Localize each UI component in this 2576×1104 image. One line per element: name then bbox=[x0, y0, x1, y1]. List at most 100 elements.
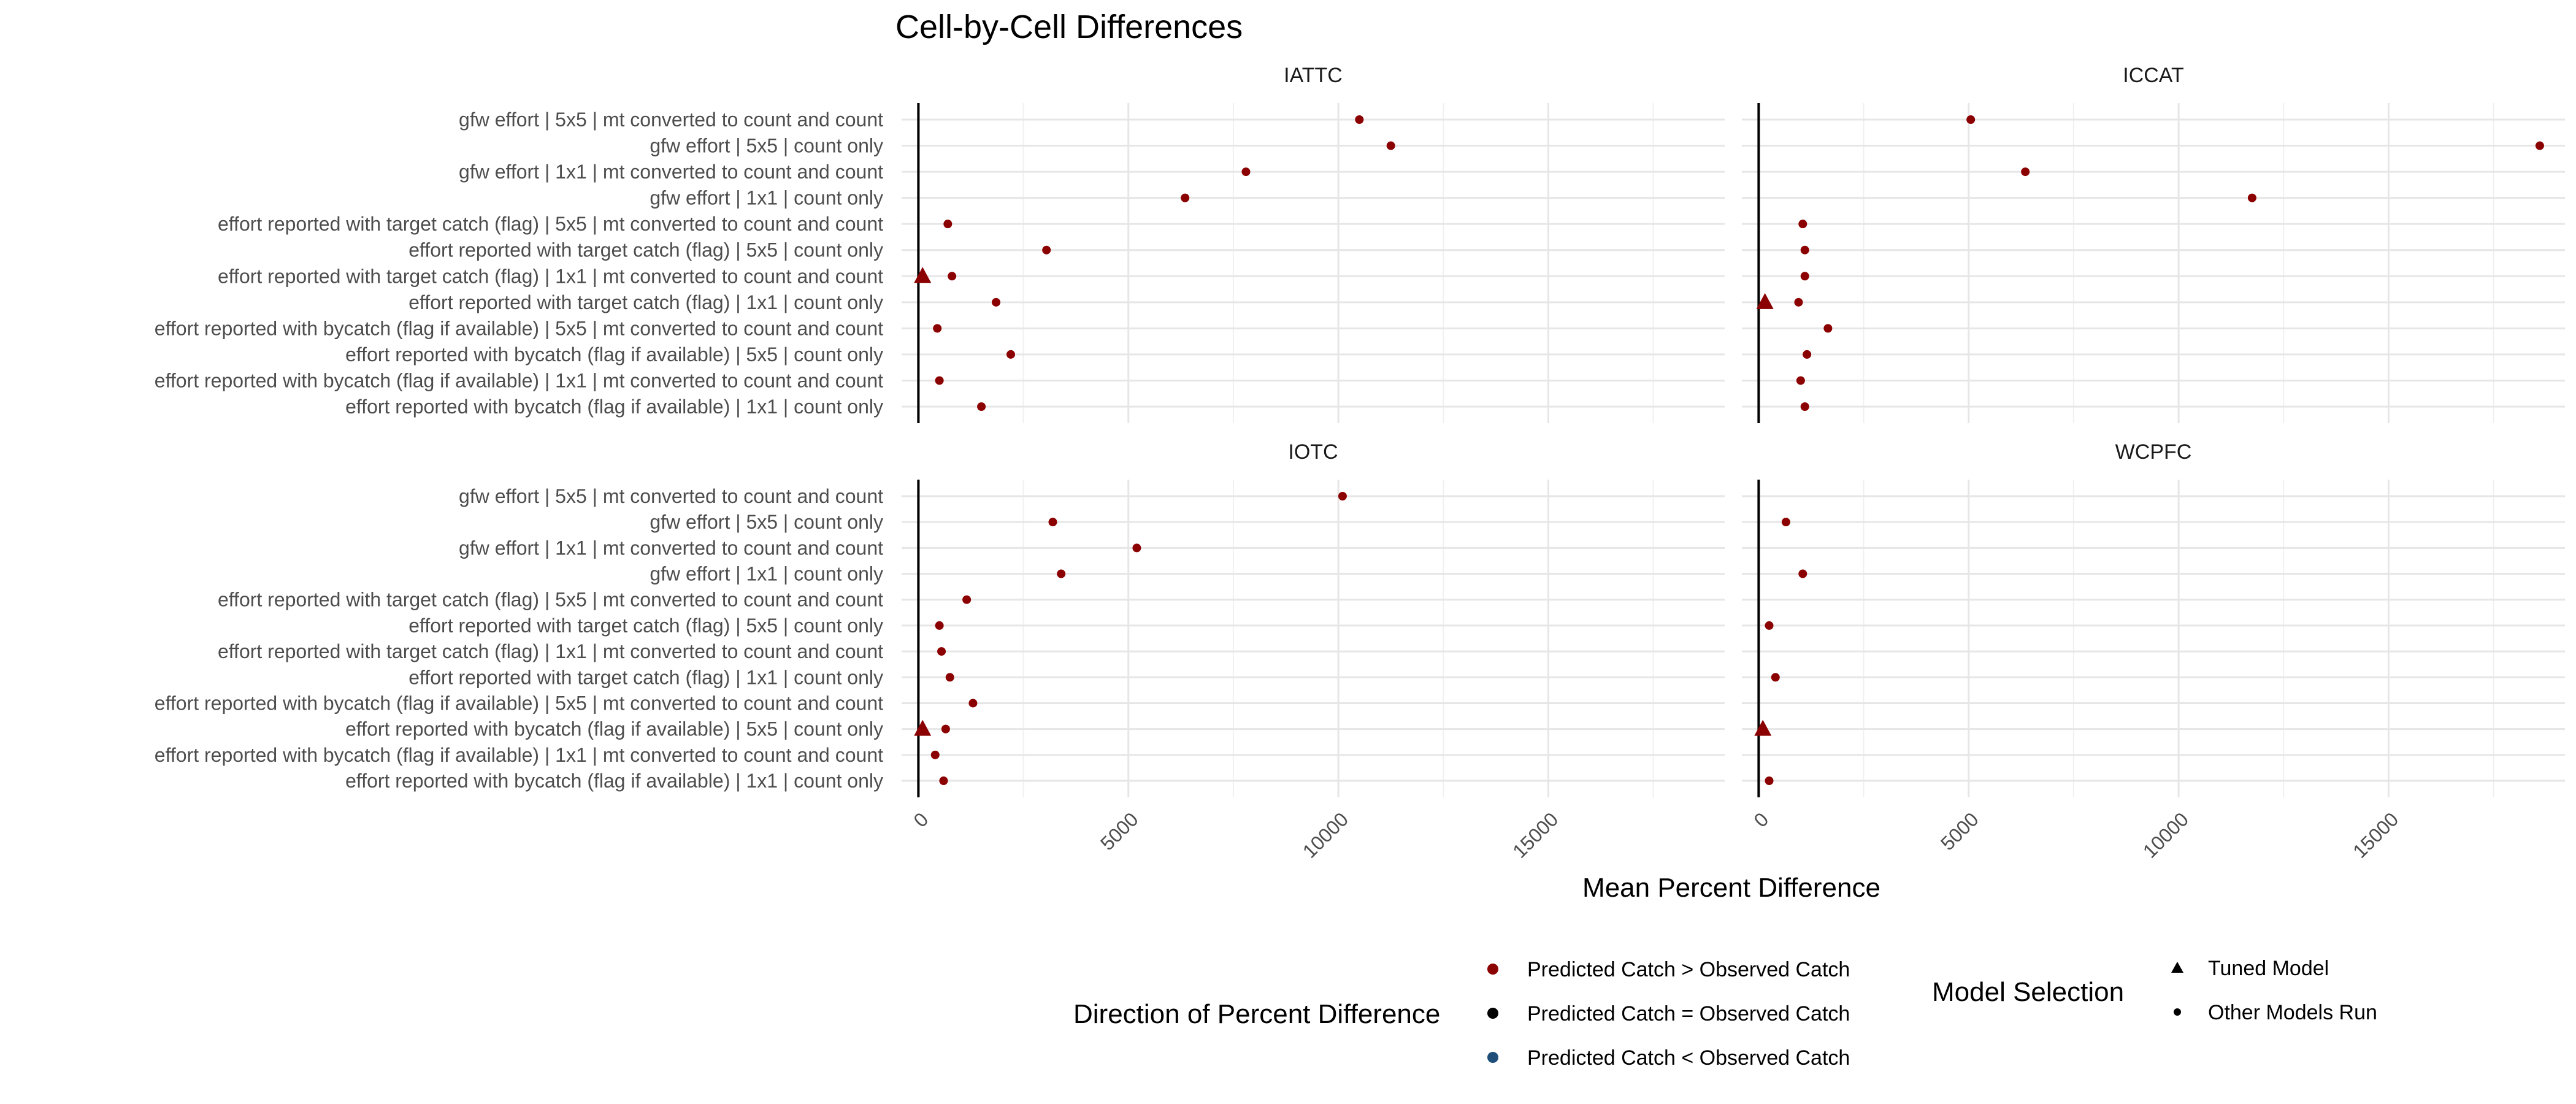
y-tick-label: effort reported with target catch (flag)… bbox=[408, 239, 883, 261]
data-point bbox=[930, 750, 940, 759]
y-tick-label: gfw effort | 5x5 | count only bbox=[650, 511, 883, 533]
y-tick-label: effort reported with bycatch (flag if av… bbox=[155, 369, 883, 391]
y-tick-label: gfw effort | 1x1 | count only bbox=[650, 563, 883, 585]
data-point bbox=[992, 297, 1001, 307]
data-point bbox=[968, 699, 978, 708]
facet-strip-label: IATTC bbox=[1284, 64, 1343, 87]
data-point bbox=[1241, 167, 1251, 177]
facet-panel-iattc: IATTC gfw effort | 5x5 | mt converted to … bbox=[155, 64, 1725, 423]
data-point bbox=[1386, 141, 1395, 150]
data-point bbox=[1132, 543, 1141, 553]
y-tick-label: gfw effort | 5x5 | mt converted to count… bbox=[459, 109, 883, 131]
legend-swatch bbox=[1487, 1052, 1498, 1063]
data-point bbox=[1042, 245, 1051, 255]
data-point bbox=[941, 724, 950, 734]
legend-item-label: Predicted Catch = Observed Catch bbox=[1527, 1002, 1850, 1025]
data-point bbox=[1798, 220, 1807, 229]
data-point bbox=[2247, 193, 2256, 202]
data-point bbox=[933, 324, 942, 333]
data-point bbox=[1006, 350, 1016, 359]
legend-swatch bbox=[1487, 964, 1498, 975]
facet-panel-wcpfc: WCPFC 0 5000 10000 15000 bbox=[1742, 440, 2565, 862]
x-tick-label: 10000 bbox=[1298, 808, 1352, 862]
tuned-model-marker bbox=[1756, 293, 1774, 309]
data-point bbox=[945, 673, 954, 682]
y-tick-label: effort reported with bycatch (flag if av… bbox=[345, 396, 883, 418]
y-tick-label: gfw effort | 5x5 | mt converted to count… bbox=[459, 485, 883, 507]
x-tick-label: 5000 bbox=[1096, 808, 1143, 855]
facet-panels: IATTC gfw effort | 5x5 | mt converted to … bbox=[155, 64, 2565, 862]
legend-item-label: Other Models Run bbox=[2208, 1001, 2377, 1024]
y-tick-label: effort reported with target catch (flag)… bbox=[408, 666, 883, 688]
chart-title: Cell-by-Cell Differences bbox=[895, 9, 1243, 45]
data-point bbox=[1781, 518, 1790, 527]
data-point bbox=[1338, 492, 1347, 500]
legend-title-direction: Direction of Percent Difference bbox=[1073, 999, 1440, 1029]
data-point bbox=[1057, 569, 1066, 578]
tuned-model-marker bbox=[914, 719, 932, 736]
facet-strip-label: ICCAT bbox=[2123, 64, 2183, 87]
data-point bbox=[1794, 297, 1803, 307]
data-point bbox=[1800, 402, 1809, 411]
y-tick-label: effort reported with bycatch (flag if av… bbox=[345, 718, 883, 740]
data-point bbox=[1796, 376, 1805, 385]
x-tick-label: 0 bbox=[909, 808, 932, 832]
legend-title-model: Model Selection bbox=[1932, 977, 2124, 1007]
facet-strip-label: IOTC bbox=[1288, 440, 1338, 464]
y-tick-label: effort reported with target catch (flag)… bbox=[408, 291, 883, 313]
data-point bbox=[1800, 245, 1809, 255]
y-tick-label: effort reported with target catch (flag)… bbox=[218, 213, 883, 235]
legend-item-label: Tuned Model bbox=[2208, 957, 2329, 980]
x-tick-label: 0 bbox=[1749, 808, 1773, 832]
data-point bbox=[1771, 673, 1780, 682]
data-point bbox=[935, 621, 944, 630]
facet-strip-label: WCPFC bbox=[2115, 440, 2192, 464]
facet-panel-iotc: IOTC gfw effort | 5x5 | mt converted to c… bbox=[155, 440, 1725, 862]
y-tick-label: effort reported with target catch (flag)… bbox=[218, 640, 883, 662]
y-tick-label: effort reported with bycatch (flag if av… bbox=[345, 343, 883, 366]
x-tick-label: 15000 bbox=[1508, 808, 1562, 862]
x-tick-label: 5000 bbox=[1936, 808, 1983, 855]
data-point bbox=[1803, 350, 1812, 359]
y-tick-label: effort reported with target catch (flag)… bbox=[218, 589, 883, 611]
x-tick-label: 15000 bbox=[2348, 808, 2402, 862]
data-point bbox=[943, 220, 953, 229]
data-point bbox=[935, 376, 944, 385]
data-point bbox=[1966, 115, 1976, 124]
data-point bbox=[977, 402, 986, 411]
legend-triangle-swatch bbox=[2171, 962, 2183, 973]
data-point bbox=[948, 272, 957, 281]
y-tick-label: effort reported with bycatch (flag if av… bbox=[155, 317, 883, 339]
data-point bbox=[937, 647, 946, 656]
legend-item-label: Predicted Catch > Observed Catch bbox=[1527, 958, 1850, 981]
x-tick-label: 10000 bbox=[2139, 808, 2193, 862]
data-point bbox=[1823, 324, 1833, 333]
legend: Direction of Percent Difference Predicted… bbox=[1073, 957, 2377, 1070]
data-point bbox=[1765, 776, 1774, 785]
data-point bbox=[2021, 167, 2030, 177]
y-tick-label: gfw effort | 1x1 | mt converted to count… bbox=[459, 537, 883, 559]
data-point bbox=[1800, 272, 1809, 281]
tuned-model-marker bbox=[914, 267, 932, 283]
data-point bbox=[1181, 193, 1190, 202]
legend-circle-swatch bbox=[2174, 1008, 2181, 1016]
data-point bbox=[962, 595, 972, 604]
y-tick-label: effort reported with target catch (flag)… bbox=[408, 615, 883, 637]
data-point bbox=[2535, 141, 2544, 150]
y-tick-label: effort reported with bycatch (flag if av… bbox=[155, 692, 883, 714]
data-point bbox=[1355, 115, 1364, 124]
x-axis-label: Mean Percent Difference bbox=[1582, 873, 1880, 903]
legend-item-label: Predicted Catch < Observed Catch bbox=[1527, 1046, 1850, 1070]
data-point bbox=[1798, 569, 1807, 578]
y-tick-label: effort reported with bycatch (flag if av… bbox=[155, 744, 883, 766]
data-point bbox=[1765, 621, 1774, 630]
tuned-model-marker bbox=[1754, 719, 1772, 736]
y-tick-label: gfw effort | 1x1 | count only bbox=[650, 187, 883, 209]
y-tick-label: effort reported with bycatch (flag if av… bbox=[345, 770, 883, 792]
y-tick-label: effort reported with target catch (flag)… bbox=[218, 265, 883, 287]
y-tick-label: gfw effort | 5x5 | count only bbox=[650, 135, 883, 157]
y-tick-label: gfw effort | 1x1 | mt converted to count… bbox=[459, 161, 883, 183]
data-point bbox=[939, 776, 948, 785]
data-point bbox=[1048, 518, 1057, 527]
